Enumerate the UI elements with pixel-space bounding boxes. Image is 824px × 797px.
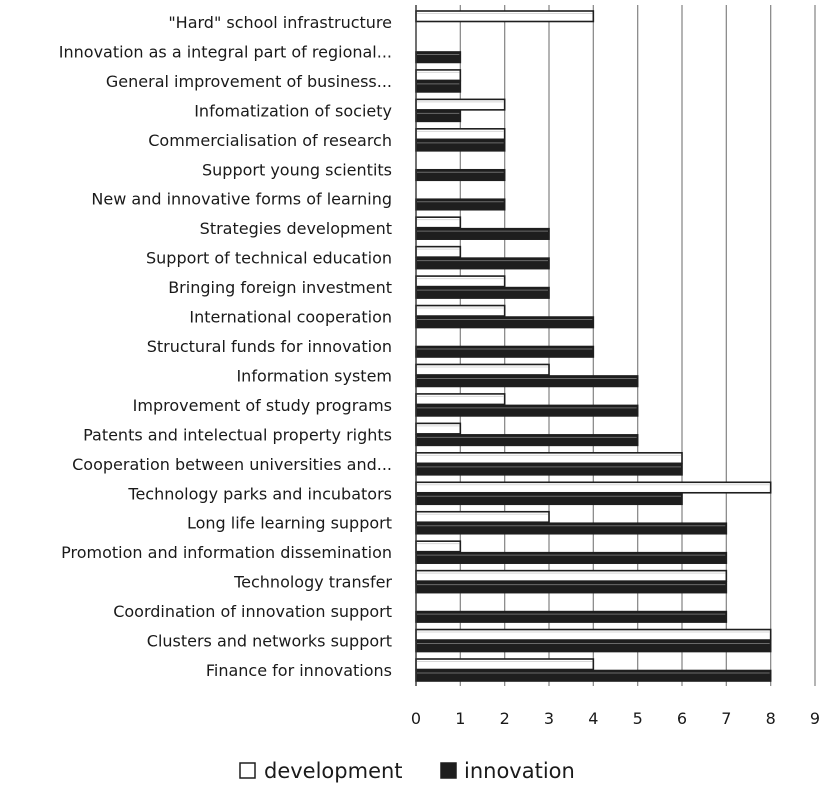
legend: development innovation: [239, 759, 575, 783]
bar-development-2: [415, 69, 462, 82]
bar-innovation-19: [415, 581, 728, 594]
x-tick-label: 3: [544, 709, 554, 728]
bar-development-13: [415, 393, 506, 406]
category-label: Finance for innovations: [206, 661, 392, 680]
bar-innovation-7: [415, 227, 550, 240]
bar-innovation-12: [415, 375, 639, 388]
category-label: Clusters and networks support: [147, 632, 392, 651]
category-label: Infomatization of society: [194, 101, 392, 120]
bar-development-9: [415, 275, 506, 288]
x-tick-label: 4: [588, 709, 598, 728]
category-label: Long life learning support: [187, 514, 392, 533]
x-tick-label: 1: [455, 709, 465, 728]
category-label: Promotion and information dissemination: [61, 543, 392, 562]
bar-development-21: [415, 628, 772, 641]
bar-innovation-6: [415, 198, 506, 211]
category-label: Patents and intelectual property rights: [83, 425, 392, 444]
category-label: Information system: [236, 366, 392, 385]
legend-swatch-innovation: [440, 762, 457, 779]
category-label: Support young scientits: [202, 160, 392, 179]
category-label: General improvement of business...: [106, 72, 392, 91]
bar-development-16: [415, 481, 772, 494]
legend-label-innovation: innovation: [464, 759, 575, 783]
category-label: New and innovative forms of learning: [91, 190, 392, 209]
bar-development-15: [415, 452, 683, 465]
bar-development-7: [415, 216, 462, 229]
bar-innovation-20: [415, 610, 728, 623]
bar-innovation-16: [415, 492, 683, 506]
bar-innovation-15: [415, 463, 683, 476]
category-label: Bringing foreign investment: [168, 278, 392, 297]
bar-innovation-1: [415, 51, 462, 64]
bar-innovation-11: [415, 345, 595, 358]
category-label: Commercialisation of research: [148, 131, 392, 150]
category-label: Structural funds for innovation: [147, 337, 392, 356]
x-tick-label: 6: [677, 709, 687, 728]
bar-innovation-14: [415, 434, 639, 447]
x-tick-label: 9: [810, 709, 820, 728]
x-tick-label: 2: [500, 709, 510, 728]
category-label: "Hard" school infrastructure: [168, 13, 392, 32]
x-tick-labels: 0 1 2 3 4 5 6 7 8 9: [411, 709, 820, 728]
bar-development-14: [415, 422, 462, 435]
category-label: Innovation as a integral part of regiona…: [59, 42, 392, 61]
category-label: Strategies development: [200, 219, 392, 238]
bar-innovation-5: [415, 168, 506, 182]
category-label: Cooperation between universities and...: [72, 455, 392, 474]
bar-innovation-22: [415, 669, 772, 682]
bar-innovation-18: [415, 551, 728, 564]
bar-development-19: [415, 569, 728, 582]
bar-development-17: [415, 510, 550, 524]
bar-innovation-9: [415, 286, 550, 299]
x-tick-label: 5: [633, 709, 643, 728]
bar-development-4: [415, 128, 506, 141]
category-label: International cooperation: [189, 308, 392, 327]
bar-innovation-10: [415, 316, 595, 329]
gridlines: [459, 5, 816, 686]
bar-development-18: [415, 540, 462, 553]
bar-development-8: [415, 245, 462, 258]
bar-development-22: [415, 658, 595, 671]
bar-development-12: [415, 363, 550, 376]
legend-label-development: development: [264, 759, 403, 783]
bar-innovation-2: [415, 80, 462, 93]
x-tick-label: 7: [721, 709, 731, 728]
bar-development-0: [415, 10, 595, 23]
legend-swatch-development: [239, 762, 256, 779]
category-label: Improvement of study programs: [133, 396, 392, 415]
bar-innovation-13: [415, 404, 639, 417]
bar-development-10: [415, 304, 506, 317]
category-label: Technology transfer: [233, 573, 392, 592]
x-tick-label: 8: [766, 709, 776, 728]
category-label: Support of technical education: [146, 249, 392, 268]
bar-development-3: [415, 98, 506, 111]
bar-innovation-21: [415, 640, 772, 653]
x-tick-label: 0: [411, 709, 421, 728]
bar-innovation-8: [415, 257, 550, 270]
bar-innovation-3: [415, 110, 462, 123]
category-label: Technology parks and incubators: [127, 484, 392, 503]
bar-innovation-17: [415, 522, 728, 535]
category-label: Coordination of innovation support: [113, 602, 392, 621]
bar-innovation-4: [415, 139, 506, 152]
category-labels: "Hard" school infrastructure Innovation a…: [59, 13, 393, 680]
